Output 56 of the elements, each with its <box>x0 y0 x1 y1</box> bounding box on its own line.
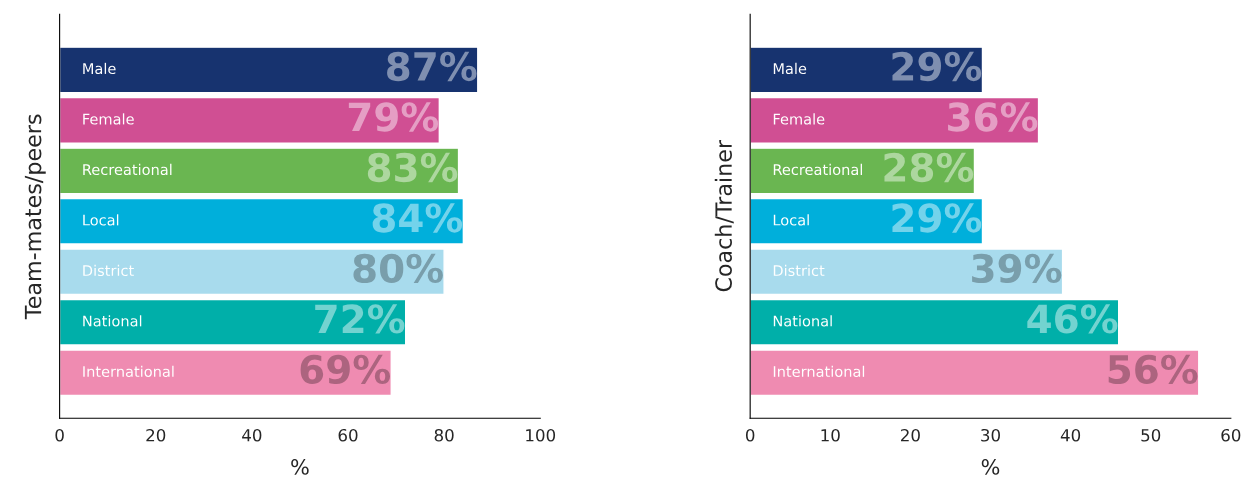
data-label: 87% <box>387 51 477 82</box>
data-label: 84% <box>372 203 463 233</box>
data-label: 29% <box>892 51 982 82</box>
x-tick-label: 20 <box>901 428 920 442</box>
bar <box>750 96 1040 144</box>
bar <box>59 96 441 144</box>
data-label: 69% <box>300 354 391 385</box>
data-label: 36% <box>948 102 1038 132</box>
data-label: 79% <box>348 102 439 132</box>
y-tick-label: National <box>83 315 142 327</box>
y-tick-label: District <box>83 264 134 277</box>
y-tick-label: Local <box>83 214 119 226</box>
x-axis-title: % <box>291 459 309 475</box>
y-tick-label: International <box>773 365 865 378</box>
y-tick-label: Male <box>83 62 116 75</box>
data-label: 83% <box>367 152 458 183</box>
y-tick-label: National <box>773 315 832 327</box>
data-label: 46% <box>1027 304 1118 334</box>
y-axis-title: Coach/Trainer <box>714 139 734 292</box>
y-tick-label: Male <box>773 62 807 75</box>
x-tick-label: 50 <box>1141 428 1161 442</box>
x-tick-label: 10 <box>821 428 840 442</box>
bar <box>59 46 479 94</box>
bar <box>750 248 1064 296</box>
x-tick-label: 30 <box>981 428 1000 442</box>
y-tick-label: Local <box>773 214 809 226</box>
data-label: 39% <box>972 253 1062 284</box>
data-label: 29% <box>892 203 982 233</box>
data-label: 72% <box>315 304 405 334</box>
x-tick-label: 80 <box>434 428 454 442</box>
bar <box>750 349 1200 397</box>
bar <box>59 298 407 346</box>
data-label: 56% <box>1108 354 1198 385</box>
x-tick-label: 60 <box>1221 428 1241 442</box>
bar <box>750 298 1120 346</box>
bar <box>59 197 465 245</box>
data-label: 28% <box>884 152 974 183</box>
x-tick-label: 40 <box>242 428 262 442</box>
data-label: 80% <box>353 253 443 284</box>
x-tick-label: 100 <box>526 428 556 442</box>
x-tick-label: 0 <box>745 428 755 442</box>
y-tick-label: Recreational <box>83 163 172 176</box>
y-tick-label: International <box>83 365 174 378</box>
y-tick-label: District <box>773 264 825 277</box>
bar <box>59 147 460 195</box>
x-tick-label: 40 <box>1060 428 1081 442</box>
y-tick-label: Female <box>83 113 134 125</box>
x-tick-label: 0 <box>55 428 64 442</box>
x-axis-title: % <box>981 459 1000 475</box>
y-tick-label: Recreational <box>773 163 862 176</box>
x-tick-label: 60 <box>338 428 358 442</box>
bar <box>59 349 392 397</box>
bar <box>59 248 445 296</box>
y-axis-title: Team-mates/peers <box>24 114 46 320</box>
x-tick-label: 20 <box>146 428 166 442</box>
y-tick-label: Female <box>773 113 825 125</box>
